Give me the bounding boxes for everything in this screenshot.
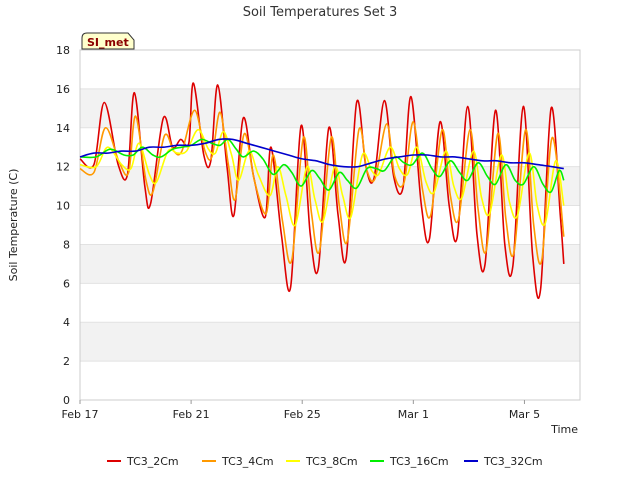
y-tick-label: 2 (63, 355, 70, 368)
x-axis-title: Time (550, 423, 578, 436)
y-tick-label: 4 (63, 316, 70, 329)
legend-label: TC3_16Cm (389, 455, 449, 468)
x-tick-label: Feb 21 (173, 408, 210, 421)
y-axis-title: Soil Temperature (C) (7, 169, 20, 282)
plot-bands (80, 49, 580, 401)
y-tick-label: 16 (56, 83, 70, 96)
grid-band (80, 88, 580, 128)
grid-band (80, 244, 580, 284)
legend-item: TC3_2Cm (107, 455, 179, 468)
series-line-tc3-32cm (79, 138, 564, 170)
x-tick-label: Feb 25 (284, 408, 321, 421)
grid-band (80, 322, 580, 362)
badge-label: SI_met (87, 36, 129, 49)
legend-label: TC3_4Cm (221, 455, 274, 468)
legend-label: TC3_32Cm (483, 455, 543, 468)
x-tick-label: Mar 1 (398, 408, 429, 421)
badge-shape (81, 32, 135, 50)
y-tick-label: 6 (63, 277, 70, 290)
y-tick-label: 10 (56, 200, 70, 213)
y-axis-ticks: 0 2 4 6 8 10 12 14 16 18 (56, 44, 70, 407)
y-tick-label: 0 (63, 394, 70, 407)
legend-label: TC3_2Cm (126, 455, 179, 468)
series-line-tc3-2cm (79, 82, 565, 299)
plot-frame (79, 49, 581, 401)
legend-item: TC3_16Cm (370, 455, 449, 468)
legend-label: TC3_8Cm (305, 455, 358, 468)
legend: TC3_2Cm TC3_4Cm TC3_8Cm TC3_16Cm TC3_32Cm (107, 455, 543, 468)
y-tick-label: 8 (63, 238, 70, 251)
legend-item: TC3_4Cm (202, 455, 274, 468)
y-tick-label: 12 (56, 161, 70, 174)
series-lines (79, 82, 565, 299)
legend-item: TC3_8Cm (286, 455, 358, 468)
x-tick-label: Feb 17 (62, 408, 99, 421)
series-line-tc3-16cm (79, 138, 565, 194)
legend-item: TC3_32Cm (464, 455, 543, 468)
series-line-tc3-8cm (79, 128, 565, 227)
y-tick-label: 14 (56, 122, 70, 135)
site-badge: SI_met (81, 32, 135, 50)
x-axis-ticks: Feb 17 Feb 21 Feb 25 Mar 1 Mar 5 (62, 400, 540, 421)
y-tick-label: 18 (56, 44, 70, 57)
x-tick-label: Mar 5 (509, 408, 540, 421)
chart-title: Soil Temperatures Set 3 (243, 5, 398, 20)
